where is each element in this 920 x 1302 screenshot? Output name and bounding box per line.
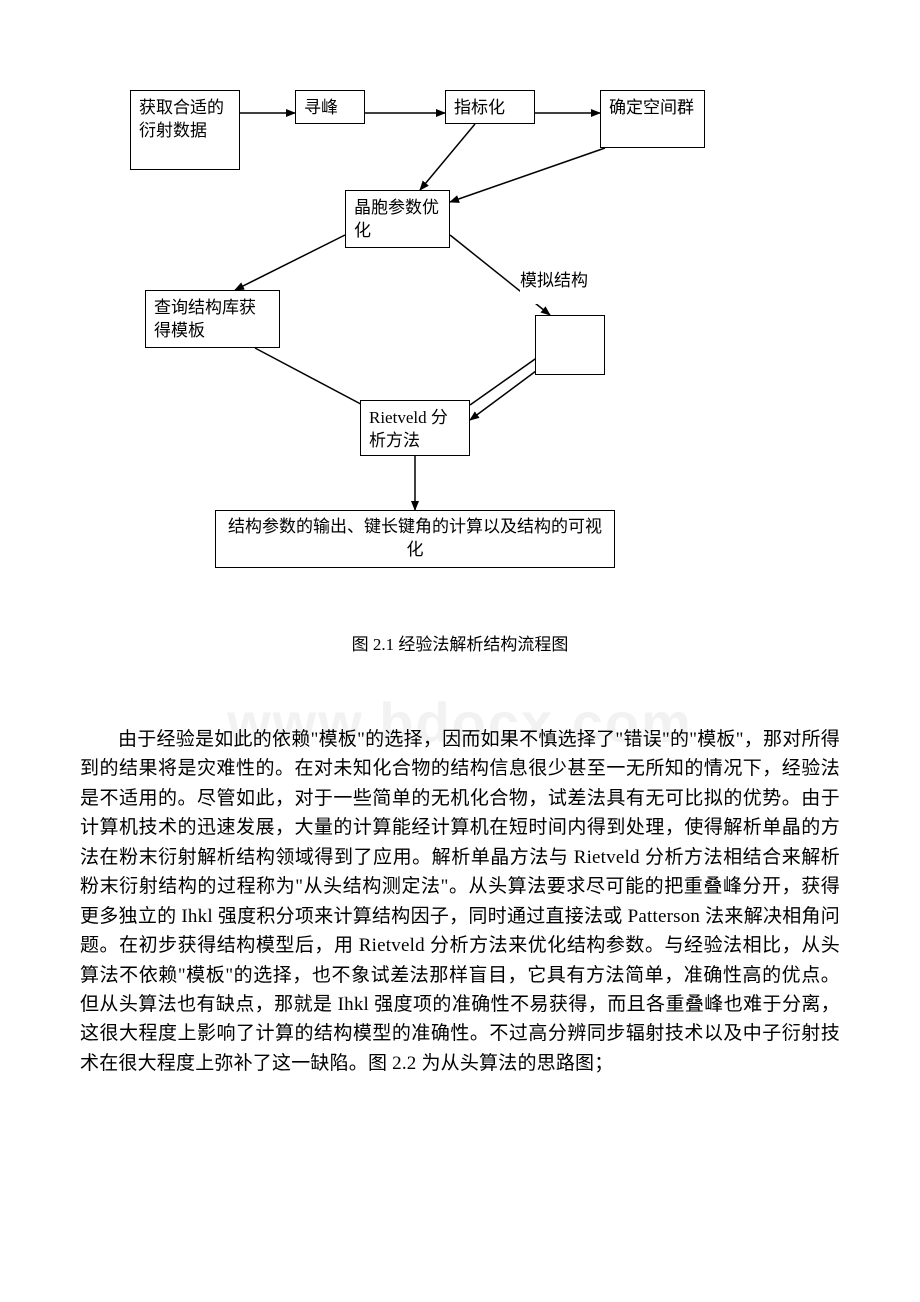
flowchart-diagram: 获取合适的衍射数据 寻峰 指标化 确定空间群 晶胞参数优化 模拟结构 查询结构库… [100,90,820,620]
node-label: 查询结构库获得模板 [154,297,271,343]
node-label: 模拟结构 [520,270,588,293]
flowchart-node-simulate-box [535,315,605,375]
flowchart-node-rietveld: Rietveld 分析方法 [360,400,470,456]
flowchart-node-output: 结构参数的输出、键长键角的计算以及结构的可视化 [215,510,615,568]
flowchart-node-acquire-data: 获取合适的衍射数据 [130,90,240,170]
flowchart-node-cell-refine: 晶胞参数优化 [345,190,450,248]
flowchart-node-template-db: 查询结构库获得模板 [145,290,280,348]
node-label: 确定空间群 [609,97,694,120]
figure-caption: 图 2.1 经验法解析结构流程图 [0,630,920,655]
node-label: 寻峰 [304,97,338,120]
node-label: 指标化 [454,97,505,120]
node-label: 获取合适的衍射数据 [139,97,231,143]
body-paragraph-container: 由于经验是如此的依赖"模板"的选择，因而如果不慎选择了"错误"的"模板"，那对所… [80,725,840,1078]
flowchart-node-simulate-label: 模拟结构 [520,270,615,304]
flowchart-node-indexing: 指标化 [445,90,535,124]
flowchart-node-space-group: 确定空间群 [600,90,705,148]
node-label: 结构参数的输出、键长键角的计算以及结构的可视化 [224,516,606,562]
node-label: Rietveld 分析方法 [369,407,461,453]
node-label: 晶胞参数优化 [354,197,441,243]
flowchart-node-peak-search: 寻峰 [295,90,365,124]
body-paragraph: 由于经验是如此的依赖"模板"的选择，因而如果不慎选择了"错误"的"模板"，那对所… [80,725,840,1078]
